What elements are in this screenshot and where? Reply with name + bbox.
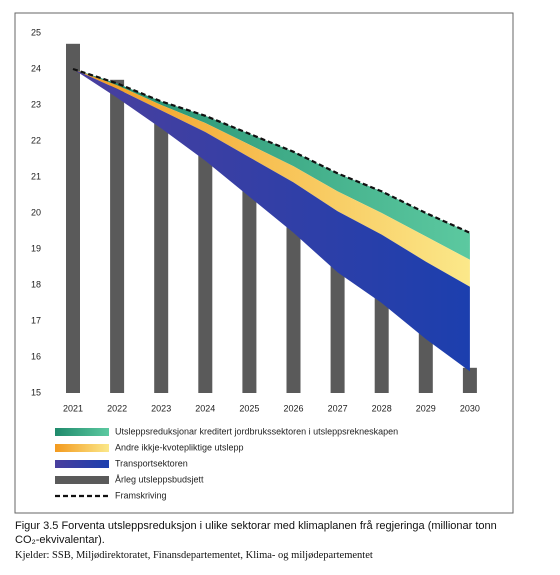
y-tick-label: 23 [31, 99, 41, 109]
bar [66, 43, 80, 394]
x-tick-label: 2023 [151, 403, 171, 413]
x-tick-label: 2022 [107, 403, 127, 413]
frame [14, 12, 514, 514]
legend-label: Årleg utsleppsbudsjett [115, 474, 204, 484]
bar [286, 223, 301, 393]
legend-swatch [55, 460, 109, 468]
y-tick-label: 21 [31, 171, 41, 181]
bar [418, 331, 433, 393]
x-tick-label: 2021 [63, 403, 83, 413]
bar [110, 79, 125, 394]
legend-label: Framskriving [115, 490, 167, 500]
projection-line [72, 67, 471, 234]
x-tick-label: 2025 [239, 403, 259, 413]
bar [198, 151, 213, 393]
y-tick-label: 22 [31, 135, 41, 145]
x-tick-label: 2027 [328, 403, 348, 413]
source: Kjelder: SSB, Miljødirektoratet, Finansd… [15, 550, 373, 561]
bar [374, 295, 389, 393]
y-tick-label: 15 [31, 387, 41, 397]
y-tick-label: 20 [31, 207, 41, 217]
bar [242, 187, 257, 393]
legend-swatch [55, 476, 109, 484]
legend-label: Andre ikkje-kvotepliktige utslepp [115, 442, 244, 452]
caption: Figur 3.5 Forventa utsleppsreduksjon i u… [15, 520, 497, 546]
y-tick-label: 17 [31, 315, 41, 325]
x-tick-label: 2030 [460, 403, 480, 413]
x-tick-label: 2029 [416, 403, 436, 413]
x-tick-label: 2024 [195, 403, 215, 413]
y-tick-label: 16 [31, 351, 41, 361]
legend-label: Utsleppsreduksjonar kreditert jordbrukss… [115, 426, 398, 436]
bar [330, 259, 345, 393]
x-tick-label: 2028 [372, 403, 392, 413]
bar [154, 115, 169, 394]
x-tick-label: 2026 [283, 403, 303, 413]
y-tick-label: 24 [31, 63, 41, 73]
legend-swatch [55, 444, 109, 452]
legend-swatch [55, 428, 109, 436]
area [73, 69, 470, 372]
y-tick-label: 19 [31, 243, 41, 253]
y-tick-label: 25 [31, 27, 41, 37]
y-tick-label: 18 [31, 279, 41, 289]
legend-label: Transportsektoren [115, 458, 188, 468]
bar [462, 367, 477, 393]
